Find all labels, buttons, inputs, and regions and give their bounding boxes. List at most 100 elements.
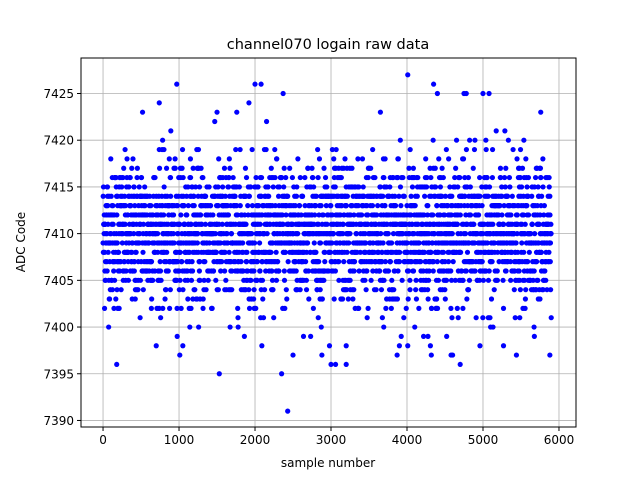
data-point	[432, 165, 438, 171]
data-point	[174, 333, 180, 339]
data-point	[547, 240, 554, 246]
data-point	[200, 296, 206, 302]
data-point-outlier	[139, 109, 146, 115]
data-point	[361, 193, 367, 199]
data-point	[387, 184, 393, 190]
data-point	[251, 287, 257, 293]
data-point	[302, 203, 308, 209]
data-point	[313, 249, 319, 255]
data-point	[440, 174, 446, 181]
data-point	[162, 296, 168, 302]
data-point	[538, 174, 544, 181]
x-tick-label: 1000	[164, 433, 195, 447]
data-point	[189, 268, 196, 274]
data-point	[415, 174, 421, 181]
data-point	[441, 212, 448, 218]
data-point	[226, 249, 232, 255]
data-point	[260, 296, 266, 302]
data-point	[154, 231, 161, 237]
data-point	[167, 174, 174, 181]
data-point-outlier	[405, 72, 411, 78]
data-point	[175, 231, 181, 237]
data-point	[479, 259, 485, 265]
data-point	[389, 277, 395, 283]
data-point	[360, 184, 366, 190]
data-point	[203, 287, 209, 293]
data-point	[540, 287, 546, 293]
data-point	[305, 240, 311, 246]
data-point	[460, 156, 467, 162]
x-tick-label: 4000	[392, 433, 423, 447]
data-point	[134, 165, 140, 171]
data-point	[531, 324, 537, 330]
data-point	[176, 287, 182, 293]
data-point-outlier	[216, 371, 222, 377]
data-point	[385, 231, 391, 237]
data-point	[192, 287, 198, 293]
data-point	[494, 249, 501, 255]
data-point	[541, 203, 547, 209]
data-point	[179, 165, 185, 171]
data-point	[300, 333, 307, 339]
data-point	[488, 296, 495, 302]
chart-title: channel070 logain raw data	[227, 37, 429, 53]
data-point	[382, 156, 388, 162]
data-point	[507, 184, 513, 190]
data-point	[283, 174, 289, 181]
data-point	[321, 277, 327, 283]
data-point	[502, 128, 508, 134]
data-point	[163, 287, 169, 293]
data-point	[524, 184, 530, 190]
data-point	[471, 221, 477, 227]
data-point	[395, 156, 401, 162]
data-point	[397, 249, 403, 255]
data-point	[122, 221, 128, 227]
data-point	[528, 231, 534, 237]
data-point	[217, 240, 224, 246]
data-point	[170, 212, 177, 218]
data-point	[503, 268, 509, 274]
data-point	[525, 174, 532, 181]
data-point	[407, 146, 413, 153]
data-point	[505, 137, 511, 143]
data-point	[342, 156, 348, 162]
data-point	[517, 287, 523, 293]
data-point-outlier	[177, 352, 183, 358]
data-point	[449, 315, 455, 321]
data-point-outlier	[156, 100, 162, 106]
data-point	[427, 343, 434, 349]
data-point	[521, 137, 527, 143]
data-point	[443, 146, 449, 153]
data-point	[227, 324, 233, 330]
data-point-outlier	[449, 352, 456, 358]
data-point-outlier	[428, 352, 434, 358]
y-tick-label: 7395	[43, 367, 74, 381]
data-point	[168, 128, 174, 134]
data-point	[524, 203, 530, 209]
data-point	[272, 174, 278, 181]
data-point	[215, 203, 221, 209]
y-tick-label: 7405	[43, 274, 74, 288]
data-point	[450, 259, 456, 265]
data-point	[258, 193, 264, 199]
data-point	[191, 203, 197, 209]
data-point	[460, 277, 466, 283]
data-point	[131, 259, 138, 265]
data-point	[444, 333, 450, 339]
data-point	[164, 249, 170, 255]
data-point	[218, 268, 224, 274]
data-point	[285, 193, 291, 199]
data-point	[365, 174, 371, 181]
data-point	[179, 259, 185, 265]
data-point	[322, 259, 328, 265]
data-point	[486, 184, 493, 190]
data-point	[310, 174, 316, 181]
data-point	[270, 184, 276, 190]
data-point	[138, 174, 145, 181]
data-point	[519, 240, 525, 246]
y-axis: 7390 7395 7400 7405 7410 7415 7420 7425	[43, 87, 81, 428]
data-point	[458, 249, 464, 255]
x-tick-label: 2000	[240, 433, 271, 447]
data-point	[178, 305, 184, 311]
data-point	[198, 212, 204, 218]
